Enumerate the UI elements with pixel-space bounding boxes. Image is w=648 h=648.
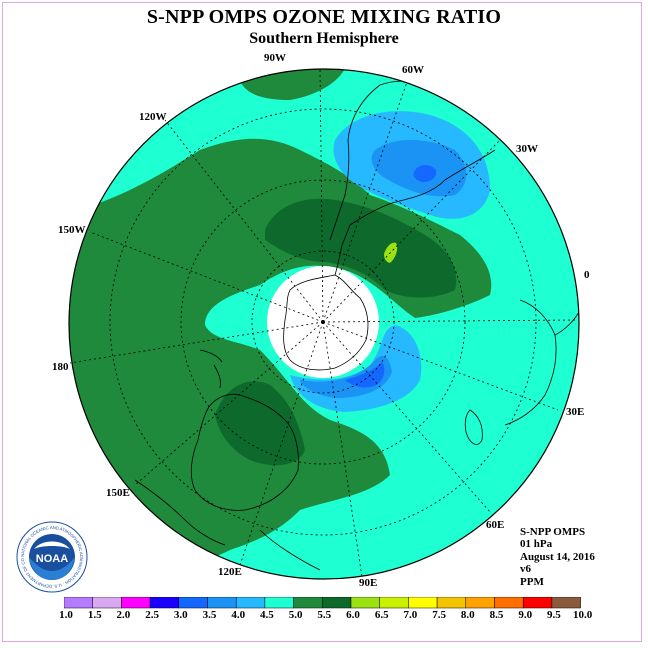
lon-label-150e: 150E <box>106 487 130 499</box>
colorbar-label: 10.0 <box>572 609 593 621</box>
colorbar-swatch-7.5 <box>436 597 467 609</box>
colorbar-label: 5.5 <box>317 609 332 621</box>
colorbar-swatch-1.5 <box>92 597 122 609</box>
coast-antarctica <box>283 274 369 371</box>
meridian-30w <box>322 139 501 323</box>
colorbar-swatch-9.0 <box>522 597 553 609</box>
colorbar-swatch-5.0 <box>293 597 323 609</box>
colorbar-label: 6.0 <box>346 609 360 621</box>
colorbar-label: 3.5 <box>202 609 217 621</box>
coast-south-america-east <box>349 149 496 226</box>
colorbar-swatch-7.0 <box>408 597 438 609</box>
colorbar-label: 8.0 <box>460 609 475 621</box>
lon-label-90w: 90W <box>264 52 286 64</box>
colorbar-label: 4.5 <box>260 609 274 621</box>
coast-africa <box>504 299 557 426</box>
colorbar-label: 8.5 <box>489 609 504 621</box>
lon-label-60e: 60E <box>486 519 504 531</box>
lon-label-30e: 30E <box>566 406 584 418</box>
lon-label-30w: 30W <box>516 143 538 155</box>
coast-new-zealand <box>199 349 223 389</box>
page-title: S-NPP OMPS OZONE MIXING RATIO <box>146 6 502 28</box>
colorbar-label: 2.0 <box>116 609 131 621</box>
lon-label-0: 0 <box>584 269 590 281</box>
colorbar-label: 7.5 <box>432 609 446 621</box>
contour-3.0-3.5-pole <box>345 362 385 388</box>
page-subtitle: Southern Hemisphere <box>249 30 399 47</box>
colorbar-swatch-9.5 <box>551 597 581 609</box>
lon-label-150w: 150W <box>58 224 86 236</box>
colorbar-swatch-1.0 <box>64 597 93 609</box>
colorbar-swatch-8.0 <box>465 597 495 609</box>
latitude-circle-70 <box>251 250 395 394</box>
south-pole-marker <box>321 320 325 324</box>
colorbar-label: 4.0 <box>231 609 246 621</box>
colorbar-swatch-4.0 <box>235 597 266 609</box>
colorbar-label: 1.0 <box>59 609 73 621</box>
meridian-60e <box>322 321 491 513</box>
contour-field <box>69 69 579 579</box>
plot-frame <box>2 2 642 642</box>
lon-label-60w: 60W <box>402 64 424 76</box>
info-level: 01 hPa <box>520 538 553 551</box>
lon-label-180: 180 <box>52 361 69 373</box>
graticule <box>69 66 579 578</box>
meridian-30e <box>322 321 559 411</box>
coast-antarctic-peninsula <box>334 224 351 276</box>
colorbar-label: 9.0 <box>518 609 533 621</box>
latitude-circle-50 <box>180 179 466 465</box>
colorbar-swatch-2.0 <box>121 597 151 609</box>
colorbar-label: 2.5 <box>145 609 159 621</box>
colorbar-label: 7.0 <box>403 609 418 621</box>
colorbar-label: 1.5 <box>87 609 102 621</box>
info-instrument: S-NPP OMPS <box>520 526 586 538</box>
lon-label-120e: 120E <box>218 566 242 578</box>
contour-4.0-4.5-small <box>392 328 408 344</box>
colorbar <box>64 597 581 609</box>
meridian-150w <box>89 231 324 323</box>
noaa-logo-text: NOAA <box>36 553 68 565</box>
info-date: August 14, 2016 <box>520 550 595 563</box>
lon-label-120w: 120W <box>139 111 167 123</box>
coast-australia <box>190 393 299 511</box>
lon-label-90e: 90E <box>359 577 377 589</box>
colorbar-label: 9.5 <box>547 609 561 621</box>
contour-5.5-6.0-australia <box>215 381 305 466</box>
colorbar-swatch-6.5 <box>379 597 409 609</box>
colorbar-label: 5.0 <box>288 609 303 621</box>
coast-madagascar <box>464 409 483 445</box>
latitude-circle-30 <box>109 108 537 536</box>
colorbar-swatch-3.5 <box>207 597 237 609</box>
colorbar-label: 3.0 <box>173 609 188 621</box>
contour-3.0-3.5-atlantic <box>413 164 437 183</box>
info-units: PPM <box>520 575 544 588</box>
meridian-150e <box>134 321 324 486</box>
map-boundary <box>68 68 580 580</box>
info-block: S-NPP OMPS 01 hPa August 14, 2016 v6 PPM <box>520 526 595 588</box>
colorbar-swatch-4.5 <box>264 597 294 609</box>
colorbar-swatch-5.5 <box>322 597 352 609</box>
colorbar-swatch-6.0 <box>350 597 380 609</box>
meridian-60w <box>322 81 408 323</box>
colorbar-swatch-3.0 <box>178 597 208 609</box>
noaa-logo: NOAA NATIONAL OCEANIC AND ATMOSPHERIC AD… <box>16 521 88 593</box>
coast-indonesia <box>134 479 321 571</box>
info-version: v6 <box>520 563 531 576</box>
colorbar-swatch-8.5 <box>494 597 524 609</box>
contour-3.5-4.0-pole <box>300 355 392 398</box>
colorbar-label: 6.5 <box>374 609 389 621</box>
contour-5.5-6.0-south-america <box>265 198 457 298</box>
colorbar-swatch-2.5 <box>149 597 180 609</box>
